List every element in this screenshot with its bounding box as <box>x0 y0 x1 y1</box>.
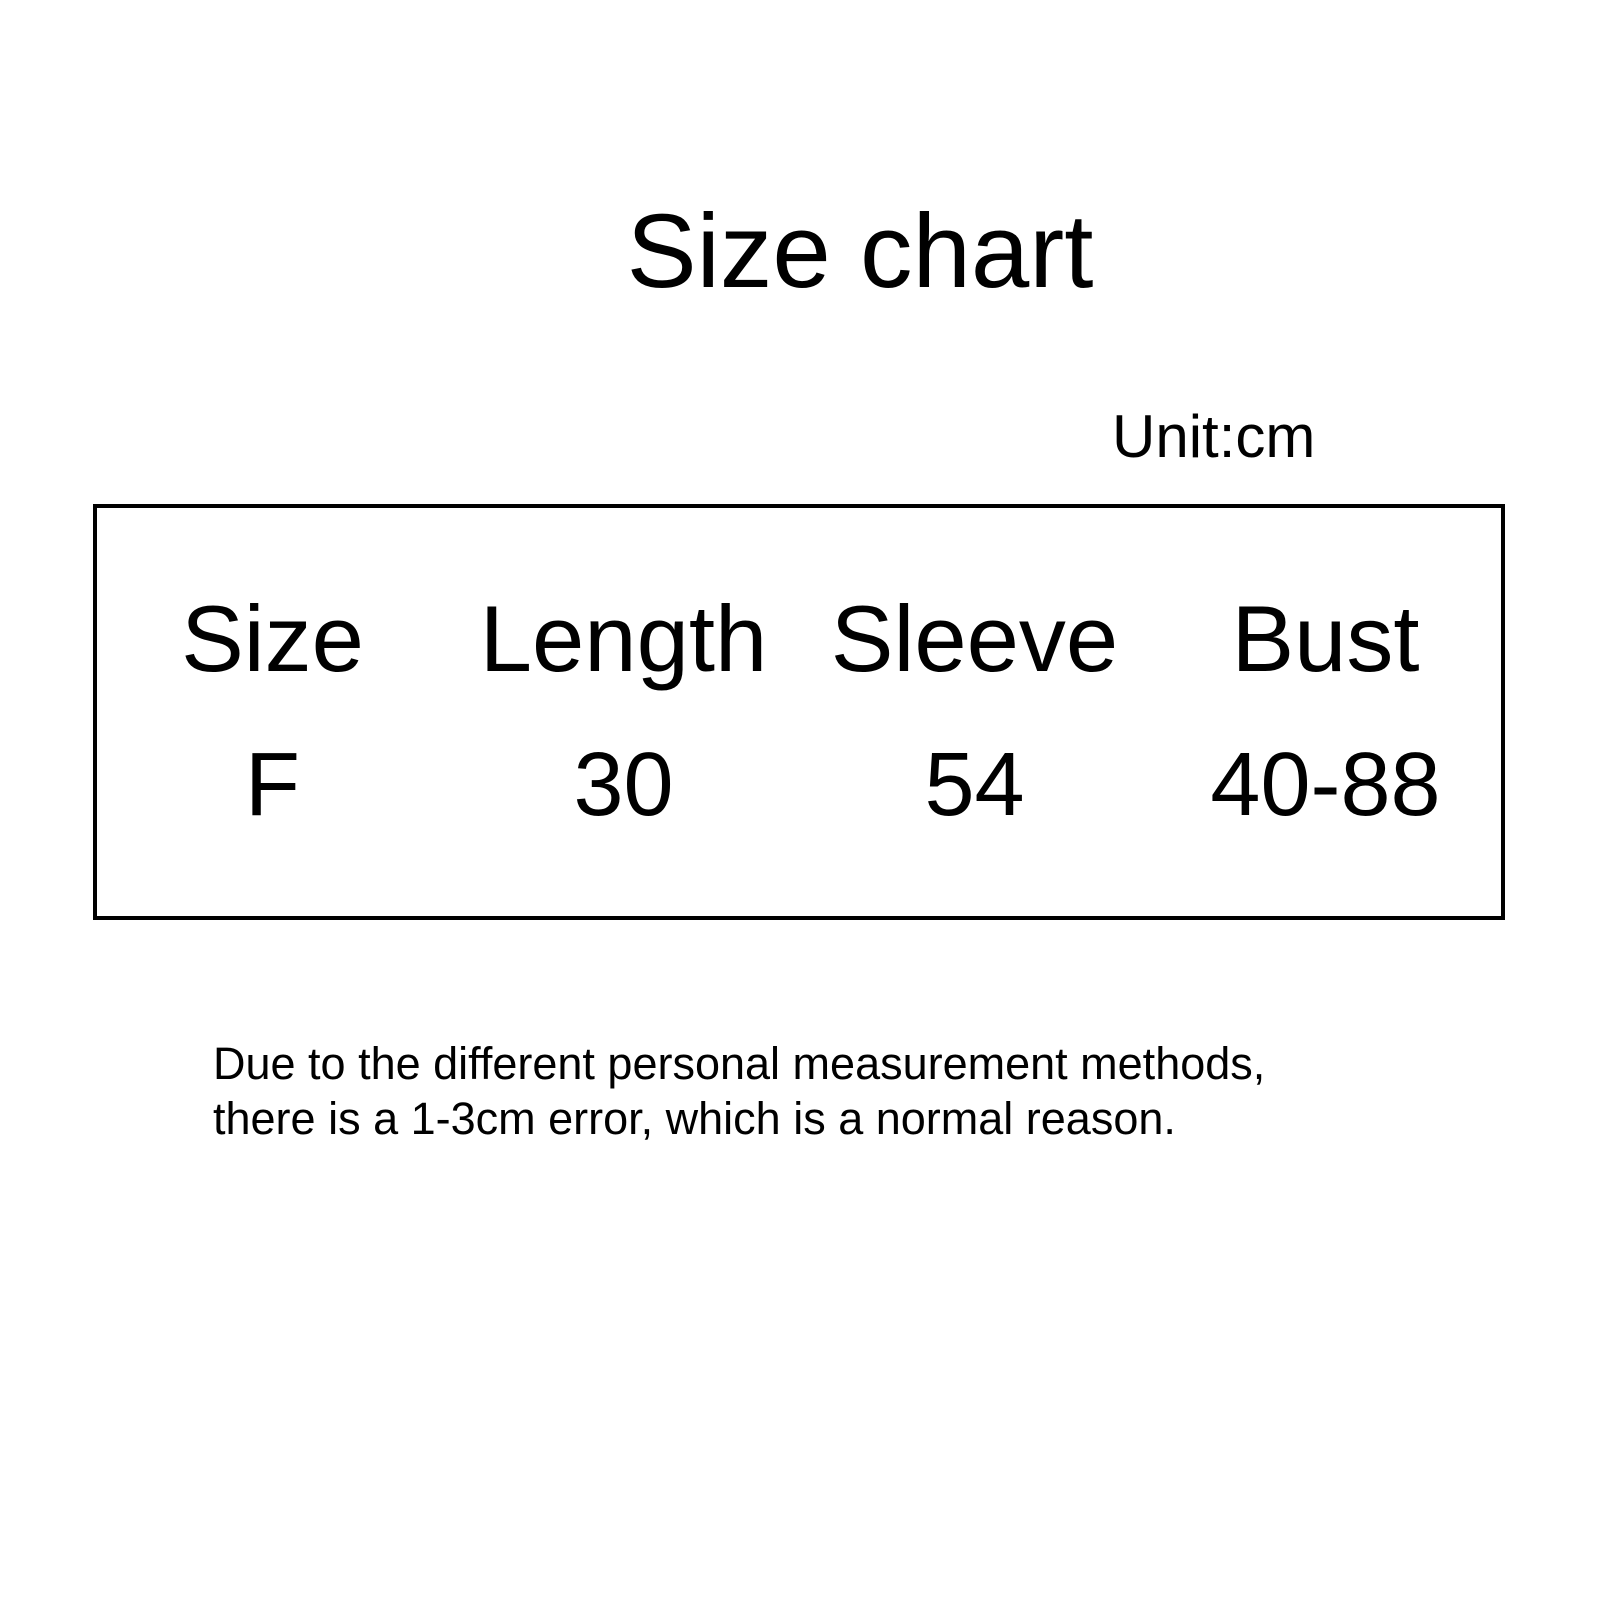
unit-label: Unit:cm <box>1112 403 1316 470</box>
page-title: Size chart <box>626 193 1094 310</box>
header-cell-bust: Bust <box>1231 586 1420 691</box>
header-cell-size: Size <box>181 586 364 691</box>
size-table-value-row: F 30 54 40-88 <box>97 740 1501 830</box>
size-table: Size Length Sleeve Bust F 30 54 40-88 <box>93 504 1505 920</box>
value-cell-length: 30 <box>573 735 674 835</box>
disclaimer-line-2: there is a 1-3cm error, which is a norma… <box>213 1093 1176 1144</box>
value-cell-bust: 40-88 <box>1210 735 1441 835</box>
value-cell-sleeve: 54 <box>924 735 1025 835</box>
disclaimer-line-1: Due to the different personal measuremen… <box>213 1038 1266 1089</box>
value-cell-size: F <box>245 735 300 835</box>
header-cell-length: Length <box>479 586 768 691</box>
header-cell-sleeve: Sleeve <box>830 586 1119 691</box>
disclaimer-text: Due to the different personal measuremen… <box>213 1036 1265 1146</box>
size-table-header-row: Size Length Sleeve Bust <box>97 592 1501 686</box>
